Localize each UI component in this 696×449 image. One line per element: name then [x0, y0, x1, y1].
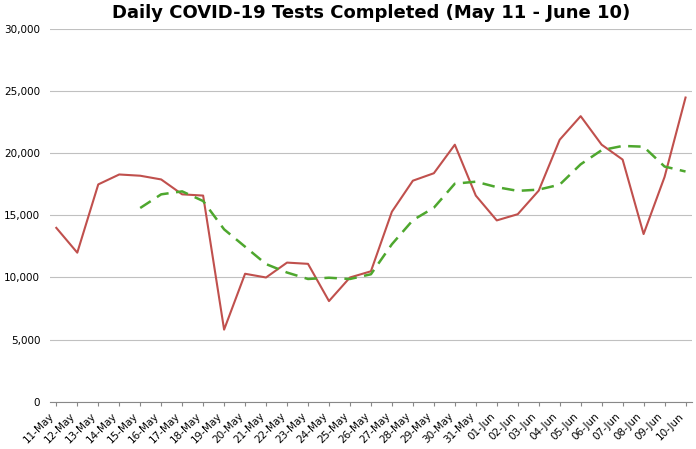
Title: Daily COVID-19 Tests Completed (May 11 - June 10): Daily COVID-19 Tests Completed (May 11 -… — [112, 4, 630, 22]
